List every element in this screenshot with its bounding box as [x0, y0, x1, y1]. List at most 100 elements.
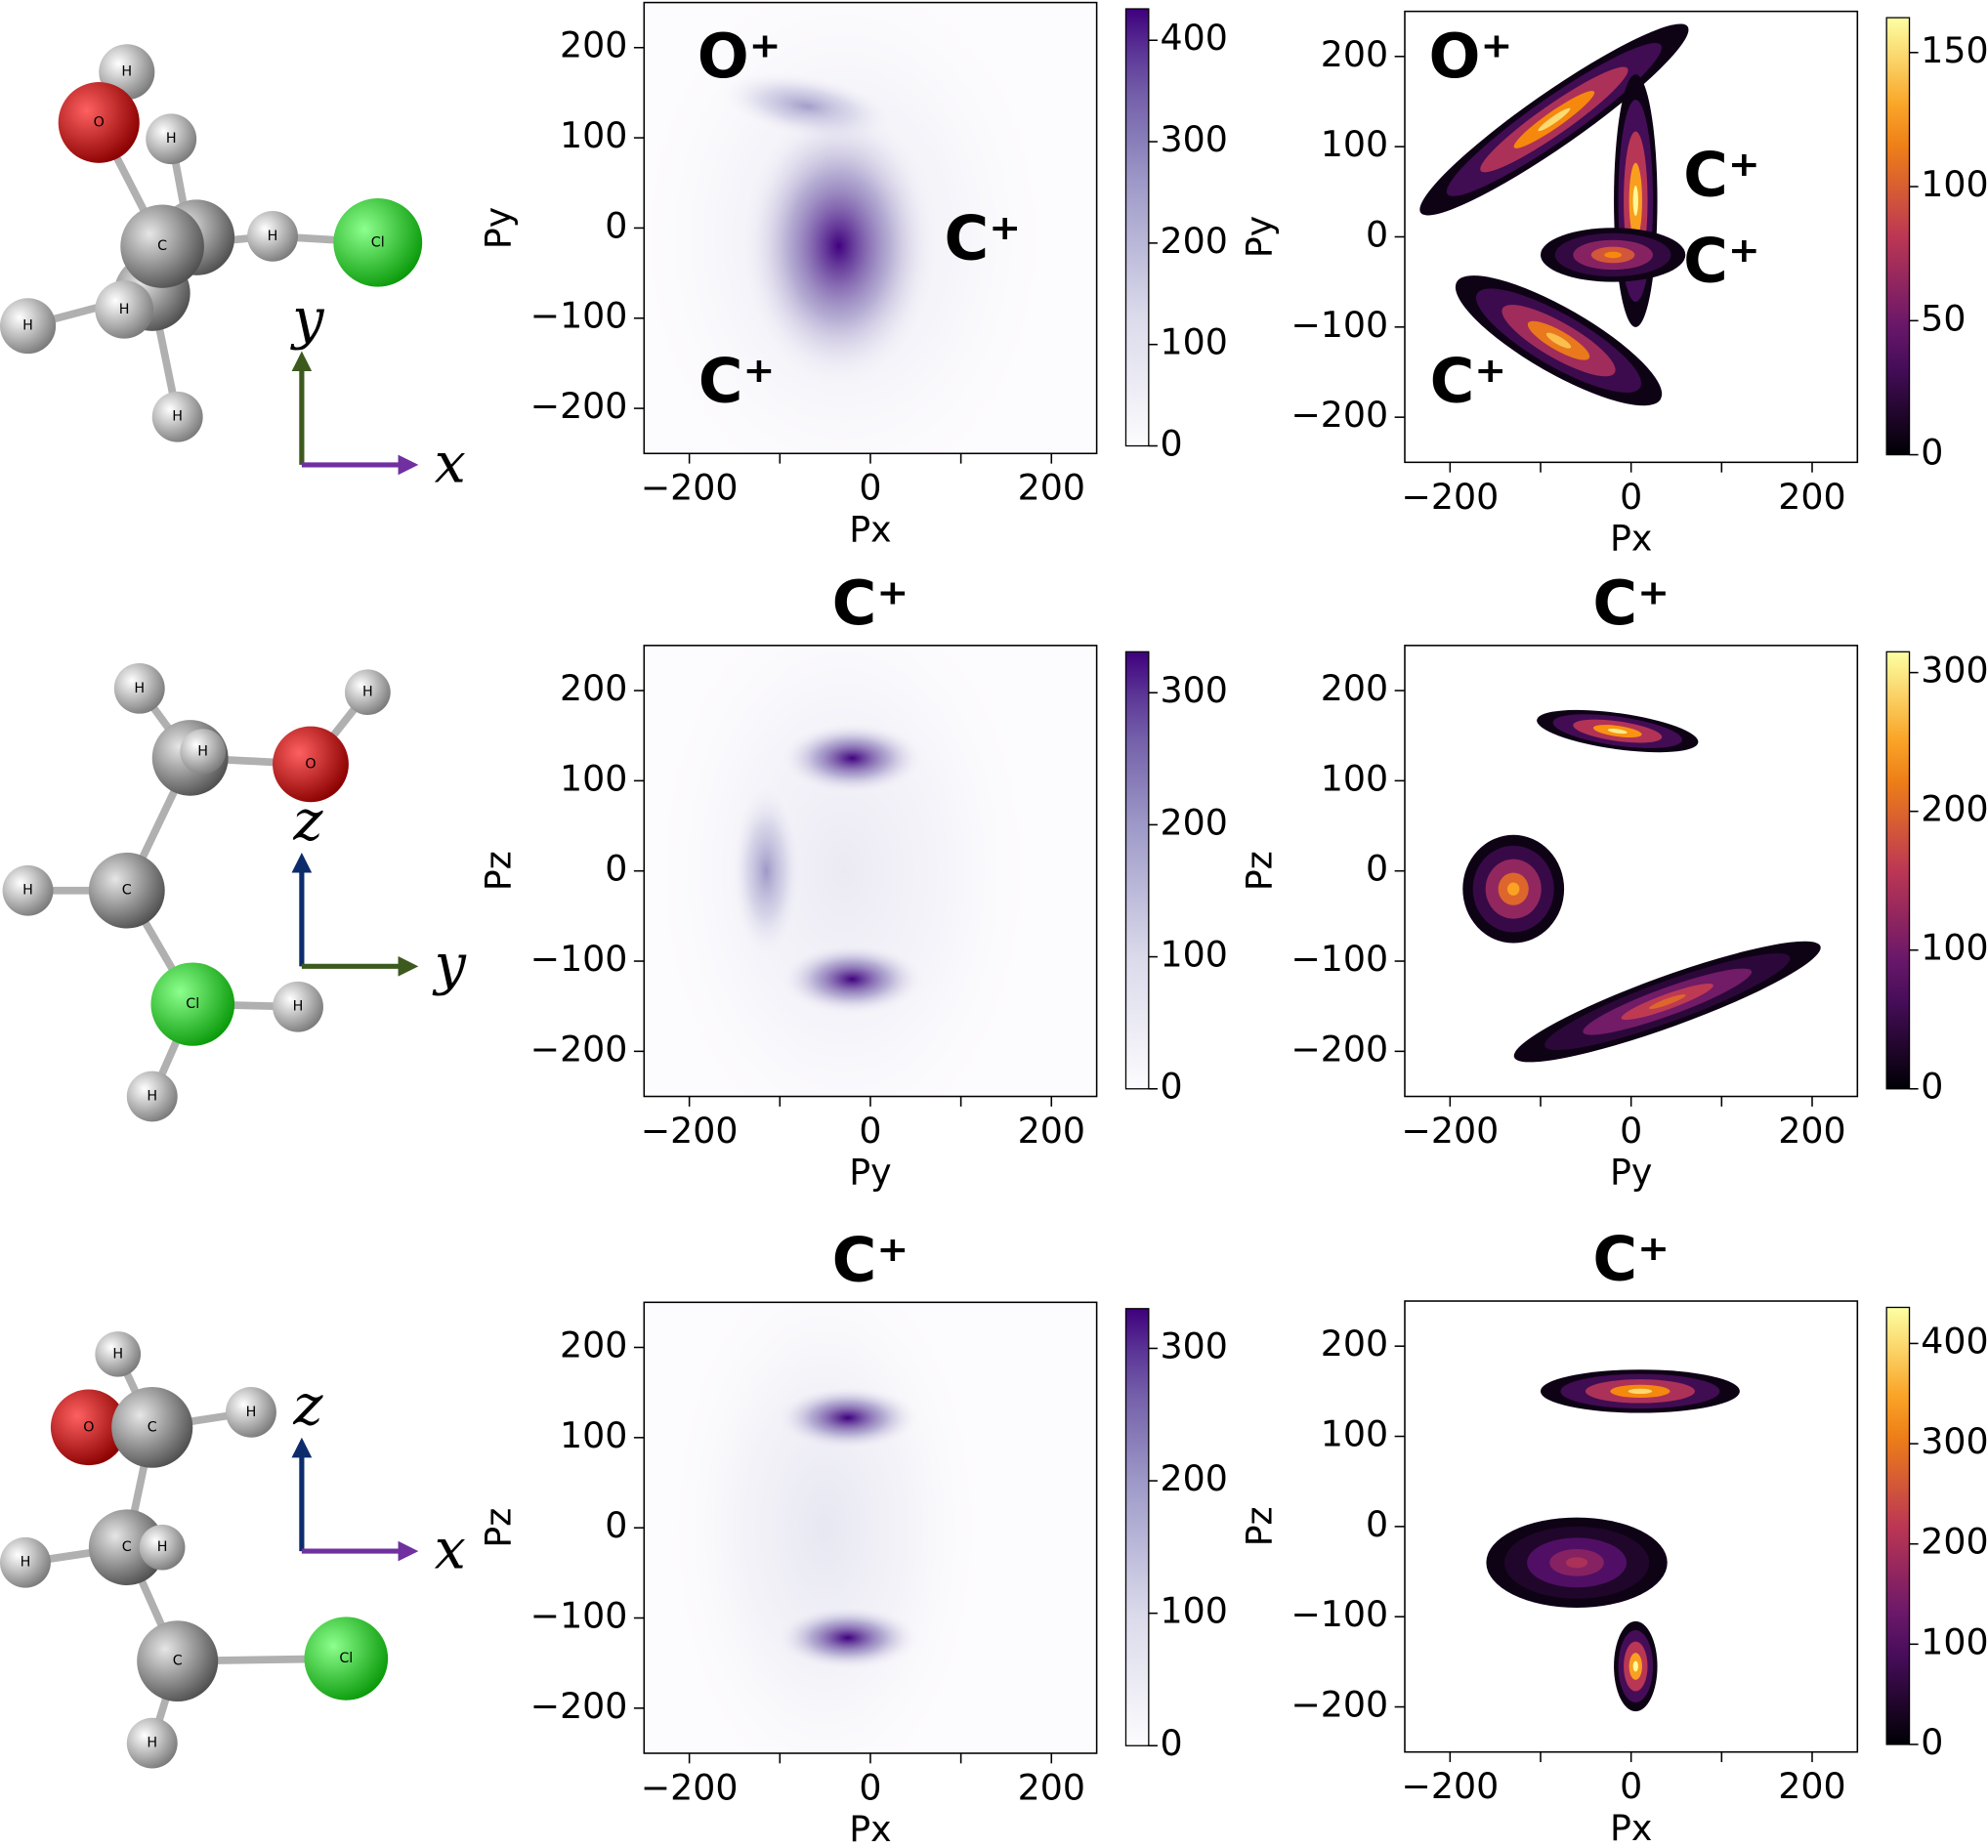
annotation: O⁺: [698, 21, 782, 92]
atom-sphere: [304, 1617, 389, 1701]
y-axis-label: Py: [1238, 216, 1280, 258]
colorbar-tick-label: 0: [1921, 1066, 1943, 1108]
atom-label: Cl: [186, 996, 199, 1012]
colorbar-tick-label: 100: [1161, 934, 1228, 976]
x-tick-label: −200: [1401, 1765, 1499, 1807]
cluster: [1506, 882, 1520, 896]
y-tick-label: 0: [1366, 848, 1388, 890]
x-tick-label: 200: [1778, 1110, 1845, 1152]
atom-sphere: [2, 864, 54, 916]
y-tick-label: 100: [1321, 757, 1388, 799]
colorbar-tick-label: 100: [1161, 321, 1228, 363]
cluster: [1604, 251, 1623, 259]
atom-label: H: [119, 302, 130, 317]
atom-label: C: [148, 1419, 157, 1435]
atom-sphere: [226, 1386, 276, 1438]
colorbar: [1885, 651, 1911, 1090]
colorbar-tick-label: 0: [1161, 423, 1183, 465]
x-tick-label: −200: [1401, 476, 1499, 518]
atom-sphere: [113, 662, 165, 714]
colorbar-tick-label: 0: [1161, 1066, 1183, 1108]
y-tick-label: 200: [560, 1324, 627, 1366]
atom-label: H: [112, 1346, 123, 1362]
x-tick-label: −200: [1401, 1110, 1499, 1152]
x-tick-label: 200: [1018, 1767, 1085, 1809]
atom-sphere: [273, 726, 349, 803]
y-tick-label: −200: [530, 1685, 628, 1727]
x-tick-label: −200: [641, 1110, 739, 1152]
colorbar-tick-label: 200: [1161, 801, 1228, 843]
x-tick-label: 0: [1620, 1110, 1642, 1152]
plot-area: [1486, 1369, 1740, 1712]
atom-label: H: [121, 64, 132, 80]
y-axis-label: Pz: [478, 1508, 520, 1548]
atom-label: H: [22, 883, 33, 899]
chart-title: C⁺: [1592, 1223, 1670, 1294]
atom-sphere: [180, 729, 227, 775]
atom-label: H: [134, 681, 145, 696]
atom-sphere: [150, 962, 235, 1046]
atom-label: H: [147, 1089, 157, 1105]
x-tick-label: 0: [1620, 1765, 1642, 1807]
y-tick-label: −200: [530, 1028, 628, 1070]
annotation: O⁺: [1429, 21, 1513, 92]
atom-sphere: [126, 1717, 178, 1769]
colorbar-tick-label: 200: [1921, 1521, 1988, 1563]
atom-label: C: [157, 238, 167, 254]
cluster: [730, 780, 803, 962]
colorbar-tick-label: 200: [1921, 788, 1988, 830]
colorbar: [1885, 1306, 1911, 1745]
x-tick-label: 0: [1620, 476, 1642, 518]
molecule: H H O H H C Cl H Hz y: [2, 662, 467, 1122]
atom-label: O: [305, 756, 316, 772]
atom-sphere: [0, 298, 57, 355]
x-axis-label: Px: [1610, 518, 1652, 560]
y-tick-label: −200: [1290, 1684, 1388, 1726]
atom-sphere: [111, 1386, 193, 1468]
y-axis-label: Pz: [478, 851, 520, 891]
y-tick-label: 100: [560, 1414, 627, 1456]
cluster: [739, 102, 939, 391]
y-tick-label: 0: [605, 204, 627, 246]
x-tick-label: 200: [1778, 476, 1845, 518]
y-tick-label: −100: [530, 295, 628, 337]
y-tick-label: −100: [530, 938, 628, 980]
y-tick-label: 0: [1366, 214, 1388, 256]
atom-sphere: [247, 210, 298, 262]
y-axis-label: Pz: [1238, 1506, 1280, 1546]
atom-sphere: [137, 1620, 219, 1701]
y-tick-label: 200: [560, 667, 627, 709]
atom-sphere: [50, 1389, 127, 1466]
atom-label: Cl: [339, 1651, 353, 1666]
atom-label: H: [362, 685, 373, 700]
cluster: [1628, 1388, 1653, 1395]
atom-sphere: [95, 280, 154, 339]
x-tick-label: 200: [1778, 1765, 1845, 1807]
cluster: [1538, 107, 1571, 132]
colorbar-tick-label: 400: [1921, 1320, 1988, 1362]
atom-sphere: [88, 852, 165, 929]
chart-title: C⁺: [832, 567, 909, 639]
cluster: [1565, 1557, 1588, 1569]
y-tick-label: −100: [1290, 304, 1388, 346]
colorbar-tick-label: 0: [1921, 432, 1943, 474]
cluster: [661, 1302, 989, 1754]
cluster: [1545, 332, 1572, 349]
colorbar: [1885, 17, 1911, 456]
colorbar-tick-label: 300: [1921, 650, 1988, 692]
colorbar-tick-label: 300: [1161, 118, 1228, 160]
y-tick-label: 100: [560, 114, 627, 156]
atom-sphere: [120, 204, 204, 288]
atom-label: C: [122, 1539, 132, 1555]
x-tick-label: −200: [641, 1767, 739, 1809]
axis-letter: y: [432, 933, 467, 997]
y-tick-label: −100: [1290, 938, 1388, 980]
colorbar-tick-label: 0: [1921, 1721, 1943, 1763]
axis-letter: x: [435, 432, 466, 496]
cluster: [644, 645, 1042, 1097]
plot-area: [1419, 23, 1689, 406]
atom-label: H: [157, 1539, 168, 1555]
atom-sphere: [88, 1509, 165, 1586]
y-axis-label: Pz: [1238, 851, 1280, 891]
